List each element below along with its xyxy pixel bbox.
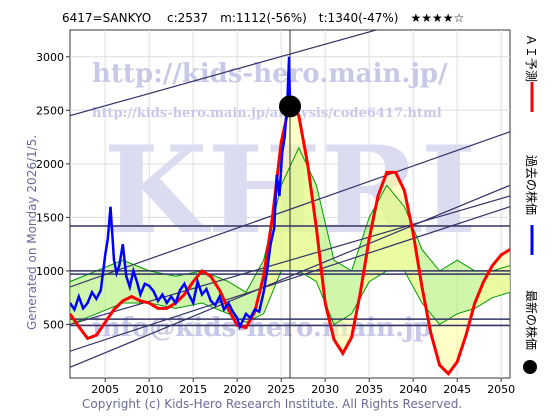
x-tick-label: 2010 (135, 383, 163, 396)
series-past-line (70, 56, 292, 330)
legend-latest-swatch (523, 360, 537, 374)
x-tick-label: 2015 (179, 383, 207, 396)
side-generated-text: Generated on Monday 2026/1/5. (25, 135, 39, 330)
forecast-band-yellow (263, 101, 510, 374)
watermark-path: http://kids-hero.main.jp/analysis/code64… (92, 106, 442, 121)
legend-ai-label: ＡＩ予測 (524, 34, 538, 82)
y-tick-label: 3000 (36, 51, 64, 64)
y-tick-label: 1500 (36, 211, 64, 224)
y-tick-label: 2000 (36, 158, 64, 171)
watermark-url: http://kids-hero.main.jp/ (92, 59, 448, 89)
x-tick-label: 2050 (487, 383, 515, 396)
y-tick-label: 500 (43, 318, 64, 331)
legend-latest-label: 最新の株価 (524, 290, 539, 350)
latest-price-marker (279, 95, 301, 118)
x-tick-label: 2030 (311, 383, 339, 396)
y-tick-label: 1000 (36, 265, 64, 278)
x-tick-label: 2025 (267, 383, 295, 396)
header-text: 6417=SANKYO c:2537 m:1112(-56%) t:1340(-… (62, 11, 464, 25)
legend-past-label: 過去の株価 (524, 155, 539, 215)
x-tick-label: 2040 (399, 383, 427, 396)
x-tick-label: 2045 (443, 383, 471, 396)
x-tick-label: 2005 (91, 383, 119, 396)
y-tick-label: 2500 (36, 104, 64, 117)
legend: ＡＩ予測 過去の株価 最新の株価 (523, 34, 539, 374)
x-tick-label: 2020 (223, 383, 251, 396)
band-lower-line (70, 270, 510, 326)
watermark-email: info@kids-hero.main.jp (92, 313, 432, 343)
footer-text: Copyright (c) Kids-Hero Research Institu… (82, 397, 462, 411)
x-tick-label: 2035 (355, 383, 383, 396)
